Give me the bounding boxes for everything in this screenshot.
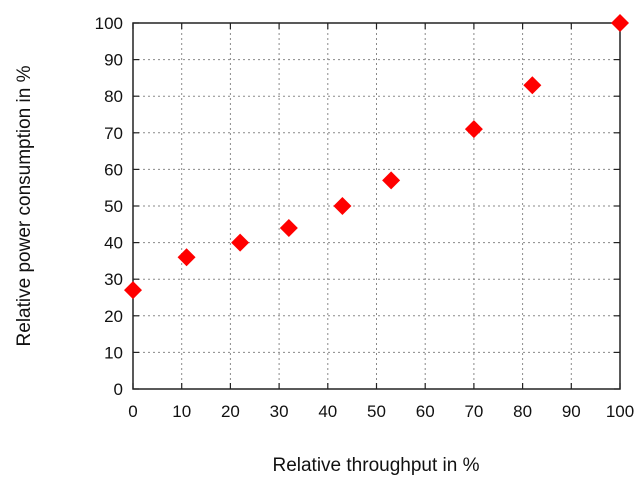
y-tick-label: 50 bbox=[104, 197, 123, 216]
y-tick-label: 60 bbox=[104, 160, 123, 179]
ticks: 0 10 20 30 40 50 60 70 80 90 100 0 10 20 30 40 50 60 70 80 9… bbox=[95, 14, 635, 421]
x-tick-label: 10 bbox=[172, 402, 191, 421]
y-tick-label: 100 bbox=[95, 14, 123, 33]
data-point bbox=[333, 197, 352, 215]
y-tick-label: 40 bbox=[104, 234, 123, 253]
data-point bbox=[464, 120, 483, 139]
data-point bbox=[177, 248, 196, 267]
x-tick-label: 100 bbox=[606, 402, 634, 421]
y-tick-label: 20 bbox=[104, 307, 123, 326]
x-tick-label: 80 bbox=[513, 402, 532, 421]
y-tick-label: 70 bbox=[104, 124, 123, 143]
y-tick-label: 90 bbox=[104, 51, 123, 70]
x-axis-label: Relative throughput in % bbox=[272, 455, 479, 476]
y-axis-label: Relative power consumption in % bbox=[14, 65, 35, 346]
data-point bbox=[611, 14, 629, 32]
data-point bbox=[279, 218, 298, 237]
x-tick-label: 30 bbox=[270, 402, 289, 421]
x-tick-label: 70 bbox=[464, 402, 483, 421]
data-points bbox=[124, 14, 629, 300]
y-tick-label: 30 bbox=[104, 270, 123, 289]
x-tick-label: 90 bbox=[562, 402, 581, 421]
data-point bbox=[382, 171, 401, 190]
x-tick-label: 20 bbox=[221, 402, 240, 421]
data-point bbox=[124, 281, 142, 300]
data-point bbox=[231, 233, 250, 252]
data-point bbox=[523, 76, 542, 95]
y-tick-label: 80 bbox=[104, 87, 123, 106]
x-tick-label: 0 bbox=[128, 402, 137, 421]
y-tick-label: 10 bbox=[104, 343, 123, 362]
x-tick-label: 40 bbox=[318, 402, 337, 421]
y-tick-label: 0 bbox=[114, 380, 123, 399]
x-tick-label: 60 bbox=[416, 402, 435, 421]
x-tick-label: 50 bbox=[367, 402, 386, 421]
grid bbox=[133, 23, 620, 389]
